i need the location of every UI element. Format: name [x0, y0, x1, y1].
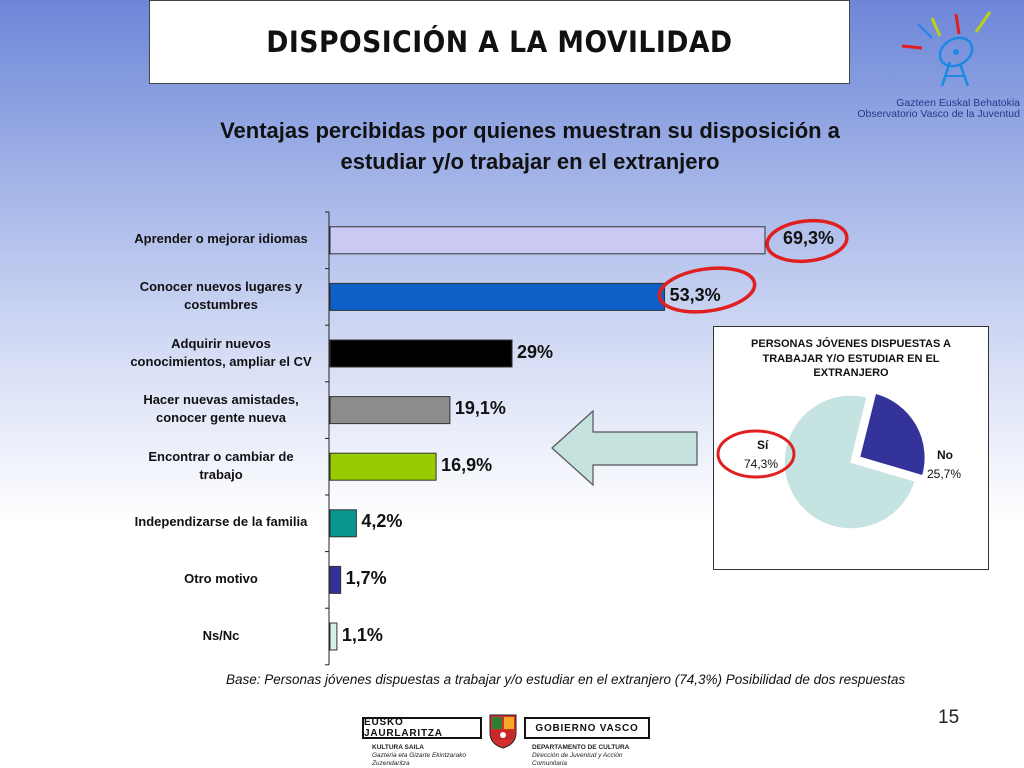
bar-6 [329, 565, 342, 594]
bar-value-label: 19,1% [454, 398, 506, 419]
gov-dept-eu: KULTURA SAILA Gazteria eta Gizarte Ekint… [372, 744, 466, 768]
gov-dept-es-title: DEPARTAMENTO DE CULTURA [532, 744, 630, 751]
pie-chart-panel: PERSONAS JÓVENES DISPUESTAS A TRABAJAR Y… [713, 326, 989, 570]
pie-chart [716, 391, 928, 530]
pie-slice-no [857, 391, 928, 479]
gov-dept-es: DEPARTAMENTO DE CULTURA Dirección de Juv… [532, 744, 629, 768]
left-arrow-icon [551, 409, 698, 487]
pie-title: PERSONAS JÓVENES DISPUESTAS A TRABAJAR Y… [714, 337, 988, 381]
bar-category-label: Adquirir nuevos conocimientos, ampliar el… [121, 335, 321, 371]
bar-3 [329, 396, 451, 425]
government-logo: EUSKO JAURLARITZA GOBIERNO VASCO KULTURA… [362, 714, 650, 767]
logo-text-es: Observatorio Vasco de la Juventud [857, 108, 1020, 120]
bar-category-line: Ns/Nc [202, 627, 240, 643]
satellite-dish-icon [901, 11, 992, 87]
logo-text-eu: Gazteen Euskal Behatokia [896, 97, 1020, 109]
pie-value-no: 25,7% [927, 467, 962, 481]
page-title: DISPOSICIÓN A LA MOVILIDAD [266, 25, 733, 59]
bar-category-label: Ns/Nc [121, 627, 321, 645]
highlight-circle [716, 429, 796, 479]
bar-1 [329, 282, 666, 311]
title-box: DISPOSICIÓN A LA MOVILIDAD [149, 0, 850, 84]
bar-category-label: Encontrar o cambiar de trabajo [121, 448, 321, 484]
bar-7 [329, 622, 338, 651]
gov-dept-es-sub2: Comunitaria [532, 760, 568, 767]
footnote: Base: Personas jóvenes dispuestas a trab… [226, 672, 906, 687]
subtitle-line-1: Ventajas percibidas por quienes muestran… [220, 118, 840, 143]
gov-dept-eu-sub1: Gazteria eta Gizarte Ekintzarako [372, 752, 466, 759]
highlight-circle [657, 266, 757, 314]
page-number: 15 [938, 707, 960, 728]
bar-value-label: 69,3% [783, 228, 835, 249]
pie-value-si: 74,3% [744, 457, 779, 471]
bar-0 [329, 226, 766, 255]
bar-5 [329, 509, 357, 538]
bar-category-line: conocimientos, ampliar el CV [130, 353, 312, 369]
pie-slice-si [783, 394, 917, 530]
bar-category-label: Otro motivo [121, 570, 321, 588]
bar-value-label: 16,9% [441, 454, 493, 475]
observatory-logo: Gazteen Euskal Behatokia Observatorio Va… [857, 4, 1024, 120]
gov-dept-eu-sub2: Zuzendaritza [372, 760, 410, 767]
bar-value-label: 4,2% [361, 511, 403, 532]
bar-2 [329, 339, 513, 368]
pie-label-no: No [937, 448, 953, 462]
bar-category-line: Adquirir nuevos [171, 335, 271, 351]
bar-value-label: 29% [517, 341, 554, 362]
pie-label-si: Sí [757, 438, 769, 452]
bar-value-label: 53,3% [669, 284, 721, 305]
bar-category-label: Hacer nuevas amistades, conocer gente nue… [121, 391, 321, 427]
coat-of-arms-icon [489, 714, 517, 749]
gov-dept-es-sub1: Dirección de Juventud y Acción [532, 752, 623, 759]
gov-name-eu: EUSKO JAURLARITZA [362, 717, 482, 739]
bar-category-label: Conocer nuevos lugares y costumbres [121, 278, 321, 314]
bar-category-line: trabajo [199, 466, 243, 482]
pie-title-line-3: EXTRANJERO [813, 367, 889, 379]
highlight-circle [765, 218, 849, 264]
chart-subtitle: Ventajas percibidas por quienes muestran… [150, 115, 910, 177]
bar-category-line: Encontrar o cambiar de [148, 448, 294, 464]
bar-category-label: Independizarse de la familia [121, 513, 321, 531]
bar-category-line: Independizarse de la familia [134, 514, 308, 530]
gov-name-es: GOBIERNO VASCO [524, 717, 650, 739]
gov-dept-eu-title: KULTURA SAILA [372, 744, 424, 751]
bar-category-line: Aprender o mejorar idiomas [134, 231, 308, 247]
bar-category-line: Conocer nuevos lugares y [139, 278, 303, 294]
pie-title-line-1: PERSONAS JÓVENES DISPUESTAS A [751, 338, 951, 350]
bar-category-line: costumbres [184, 296, 258, 312]
bar-4 [329, 452, 437, 481]
subtitle-line-2: estudiar y/o trabajar en el extranjero [340, 149, 720, 174]
bar-category-label: Aprender o mejorar idiomas [121, 230, 321, 248]
bar-category-line: conocer gente nueva [155, 410, 287, 426]
pie-title-line-2: TRABAJAR Y/O ESTUDIAR EN EL [762, 352, 940, 365]
bar-value-label: 1,7% [345, 567, 387, 588]
bar-category-line: Hacer nuevas amistades, [143, 392, 299, 408]
bar-category-line: Otro motivo [184, 570, 258, 586]
bar-value-label: 1,1% [341, 624, 383, 645]
